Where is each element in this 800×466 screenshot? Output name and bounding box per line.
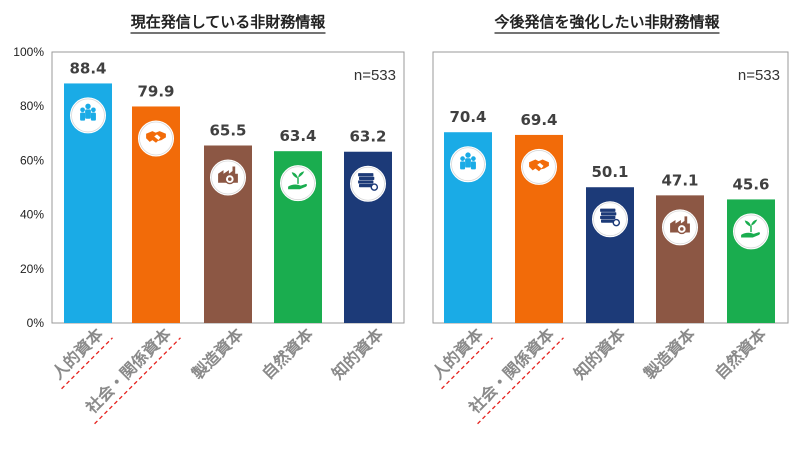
data-label: 63.4 [279,127,316,145]
sample-size-label: n=533 [738,67,780,84]
y-tick-label: 80% [20,99,44,113]
emphasis-underline [61,337,113,390]
icon-glyph [600,208,621,227]
books-icon [348,163,388,204]
category-label: 自然資本 [258,324,317,383]
icon-glyph [741,219,760,238]
sample-size-label: n=533 [354,67,396,84]
y-tick-label: 40% [20,208,44,222]
bar-group: 69.4 [515,111,563,323]
category-label: 人的資本 [48,324,107,383]
category-label-group: 製造資本 [639,324,698,383]
category-label: 自然資本 [711,324,770,383]
people-icon [68,95,108,136]
icon-badge-ring [139,121,173,156]
category-label: 知的資本 [570,324,629,383]
category-label-group: 知的資本 [328,324,387,383]
category-label-group: 自然資本 [258,324,317,383]
plant-hand-icon [278,163,318,204]
chart-title: 現在発信している非財務情報 [131,13,327,31]
icon-badge-ring [211,160,245,195]
emphasis-underline [477,337,564,425]
data-label: 47.1 [661,171,698,189]
icon-glyph [288,171,307,190]
icon-badge-ring [281,166,315,201]
y-tick-label: 60% [20,153,44,167]
books-icon [590,199,630,240]
chart-panel-current: 現在発信している非財務情報 0% 20% 40% 60% 80% 100% n=533 88.4… [13,13,405,425]
chart-title: 今後発信を強化したい非財務情報 [493,13,720,31]
data-label: 79.9 [137,82,174,100]
icon-glyph [146,131,166,143]
icon-glyph [218,166,238,185]
icon-badge [590,199,630,240]
emphasis-underline [94,337,181,425]
bar-group: 47.1 [656,171,704,323]
category-label-group: 知的資本 [570,324,629,383]
category-label: 人的資本 [428,324,487,383]
icon-badge-ring [522,150,556,184]
bar-group: 70.4 [444,108,492,323]
chart-title-group: 今後発信を強化したい非財務情報 [493,13,720,34]
data-label: 65.5 [209,121,246,139]
category-label: 知的資本 [328,324,387,383]
data-label: 63.2 [349,128,386,146]
bar-group: 50.1 [586,163,634,323]
factory-icon [660,207,700,248]
icon-badge-ring [663,210,697,245]
chart-panel-future: 今後発信を強化したい非財務情報n=53370.4人的資本69.4社会・関係資本5… [428,13,789,425]
factory-icon [208,157,248,198]
category-label-group: 人的資本 [48,324,113,390]
data-label: 69.4 [520,111,557,129]
category-label: 製造資本 [639,324,698,383]
category-label: 製造資本 [187,324,246,383]
handshake-icon [136,118,176,159]
icon-glyph [529,159,549,172]
data-label: 70.4 [449,108,486,126]
bar-group: 88.4 [64,59,112,323]
data-label: 45.6 [732,175,769,193]
icon-glyph [670,216,690,235]
handshake-icon [519,146,559,187]
plant-hand-icon [731,211,771,252]
icon-glyph [358,173,379,191]
bar-group: 45.6 [727,175,775,323]
icon-glyph [460,152,476,170]
data-label: 50.1 [591,163,628,181]
bar-group: 63.2 [344,128,392,323]
y-tick-label: 0% [27,316,45,330]
icon-badge-ring [71,98,105,133]
bar-group: 63.4 [274,127,322,323]
people-icon [448,144,488,185]
bar-group: 65.5 [204,121,252,323]
icon-badge-ring [734,214,768,249]
icon-badge-ring [451,147,485,182]
category-label-group: 自然資本 [711,324,770,383]
category-label-group: 製造資本 [187,324,246,383]
category-label-group: 人的資本 [428,324,493,390]
icon-badge [348,163,388,204]
chart-title-group: 現在発信している非財務情報 [130,13,327,34]
data-label: 88.4 [69,59,106,77]
emphasis-underline [441,337,493,390]
icon-glyph [80,103,96,121]
icon-badge-ring [593,202,627,237]
bar-group: 79.9 [132,82,180,323]
y-tick-label: 100% [13,45,44,59]
icon-badge-ring [351,166,385,201]
y-tick-label: 20% [20,262,44,276]
